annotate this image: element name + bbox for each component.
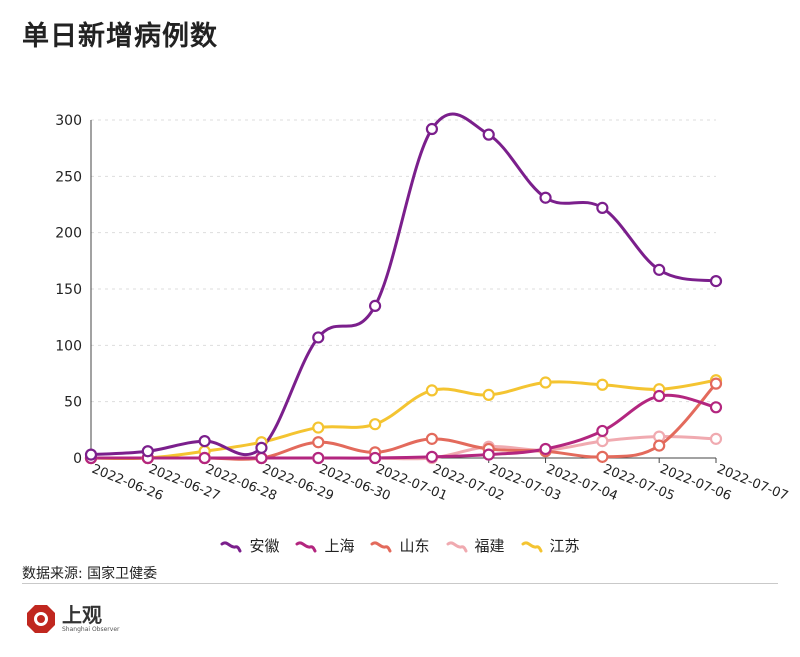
- y-axis: 0 50 100 150 200 250 300: [55, 113, 92, 467]
- data-point: [596, 435, 609, 448]
- data-point: [596, 424, 609, 438]
- data-point: [368, 299, 382, 312]
- data-point: [425, 432, 439, 445]
- data-point: [368, 418, 382, 431]
- chart-title: 单日新增病例数: [22, 21, 218, 52]
- data-point: [312, 436, 325, 449]
- data-point: [198, 435, 211, 448]
- logo-subtitle: Shanghai Observer: [62, 626, 120, 633]
- legend-label: 上海: [324, 537, 355, 555]
- data-point: [198, 451, 211, 465]
- data-point: [425, 450, 439, 463]
- data-point: [255, 441, 268, 454]
- data-point: [425, 122, 439, 136]
- legend-swatch-icon: [295, 540, 317, 552]
- data-source: 数据来源: 国家卫健委: [22, 566, 158, 582]
- data-point: [539, 376, 552, 389]
- data-point: [482, 388, 495, 402]
- series-line: [90, 112, 717, 457]
- y-tick-label: 250: [55, 169, 82, 185]
- legend-swatch-icon: [220, 540, 242, 552]
- legend: 安徽 上海 山东 福建 江苏: [0, 535, 800, 556]
- series-line: [90, 393, 717, 460]
- data-point: [596, 378, 609, 391]
- data-point: [596, 450, 609, 463]
- y-tick-label: 300: [55, 113, 82, 129]
- gridlines: [91, 119, 716, 403]
- data-point: [653, 389, 666, 403]
- x-axis: 2022-06-262022-06-272022-06-282022-06-29…: [90, 457, 790, 504]
- legend-label: 福建: [474, 537, 505, 555]
- legend-label: 山东: [399, 537, 430, 555]
- y-tick-label: 150: [55, 282, 82, 298]
- legend-swatch-icon: [370, 540, 392, 552]
- data-point: [312, 331, 325, 344]
- y-tick-label: 200: [55, 226, 82, 242]
- data-point: [425, 384, 439, 397]
- series-line: [90, 382, 718, 461]
- data-point: [255, 451, 268, 465]
- y-tick-label: 0: [73, 451, 82, 467]
- legend-swatch-icon: [446, 540, 467, 552]
- legend-item[interactable]: 安徽: [220, 535, 279, 556]
- series-lines: [90, 112, 718, 461]
- data-point: [709, 377, 723, 390]
- legend-swatch-icon: [521, 540, 543, 552]
- data-point: [482, 128, 495, 141]
- y-tick-label: 100: [55, 338, 82, 354]
- legend-item[interactable]: 上海: [295, 535, 354, 556]
- legend-item[interactable]: 山东: [370, 535, 430, 556]
- y-tick-label: 50: [64, 395, 82, 411]
- legend-item[interactable]: 江苏: [521, 535, 580, 556]
- logo: 上观 Shanghai Observer: [26, 604, 119, 634]
- data-point: [539, 191, 552, 204]
- data-point: [709, 432, 723, 445]
- divider: [22, 583, 778, 584]
- logo-name: 上观: [62, 603, 102, 627]
- data-point: [312, 451, 325, 465]
- data-point: [653, 263, 666, 276]
- data-point: [709, 401, 723, 414]
- legend-item[interactable]: 福建: [446, 535, 505, 556]
- data-point: [141, 445, 154, 458]
- data-point: [482, 448, 495, 461]
- data-point: [368, 451, 382, 465]
- logo-mark-icon: [27, 605, 55, 633]
- series-points: [84, 122, 723, 465]
- data-point: [539, 442, 552, 456]
- data-point: [596, 201, 609, 214]
- legend-label: 江苏: [549, 537, 580, 555]
- data-point: [84, 448, 98, 461]
- data-point: [709, 275, 723, 288]
- line-chart: 0 50 100 150 200 250 300 2022-06-262022-06-272…: [55, 112, 790, 504]
- legend-label: 安徽: [249, 537, 280, 555]
- data-point: [653, 439, 666, 452]
- data-point: [312, 421, 325, 434]
